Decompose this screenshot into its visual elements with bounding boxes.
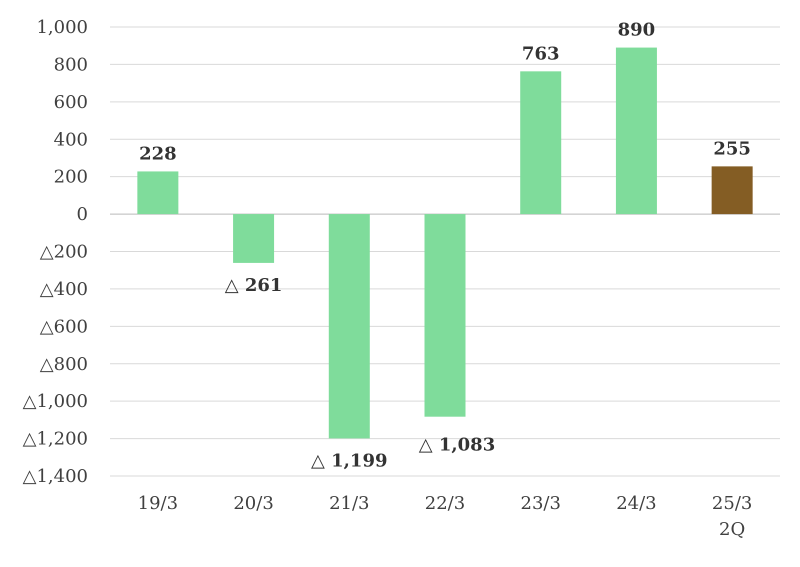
bar-layer	[137, 47, 753, 439]
x-tick-label: 21/3	[329, 493, 369, 514]
data-label: 763	[522, 43, 560, 64]
x-tick-label: 25/3 2Q	[712, 493, 752, 540]
y-tick-label: △1,400	[23, 466, 88, 487]
x-tick-label: 24/3	[616, 493, 656, 514]
y-tick-label: 0	[77, 204, 88, 225]
data-label: 228	[139, 143, 177, 164]
bar	[137, 171, 179, 215]
y-tick-label: △800	[40, 354, 88, 375]
y-tick-label: △600	[40, 316, 88, 337]
data-label: 890	[618, 20, 656, 41]
bar	[520, 71, 562, 215]
data-label: △ 1,083	[419, 435, 495, 456]
bar	[424, 214, 466, 417]
data-label: △ 1,199	[311, 450, 387, 471]
y-tick-label: 600	[54, 92, 88, 113]
bar	[233, 214, 275, 263]
y-tick-label: 1,000	[36, 17, 88, 38]
y-tick-label: 200	[54, 167, 88, 188]
y-tick-label: △1,200	[23, 429, 88, 450]
y-tick-label: 400	[54, 129, 88, 150]
x-tick-label: 22/3	[425, 493, 465, 514]
x-tick-label: 23/3	[521, 493, 561, 514]
label-layer: 1,000 800 600 400 200 0 △200 △400 △600 △800 △1,000…	[23, 17, 753, 540]
x-tick-label: 19/3	[138, 493, 178, 514]
y-tick-label: △200	[40, 242, 88, 263]
data-label: 255	[713, 138, 751, 159]
x-tick-label: 20/3	[233, 493, 273, 514]
bar	[615, 47, 657, 215]
bar	[328, 214, 370, 439]
y-tick-label: △1,000	[23, 391, 88, 412]
bar	[711, 166, 753, 215]
y-tick-label: △400	[40, 279, 88, 300]
y-tick-label: 800	[54, 54, 88, 75]
data-label: △ 261	[225, 275, 283, 296]
